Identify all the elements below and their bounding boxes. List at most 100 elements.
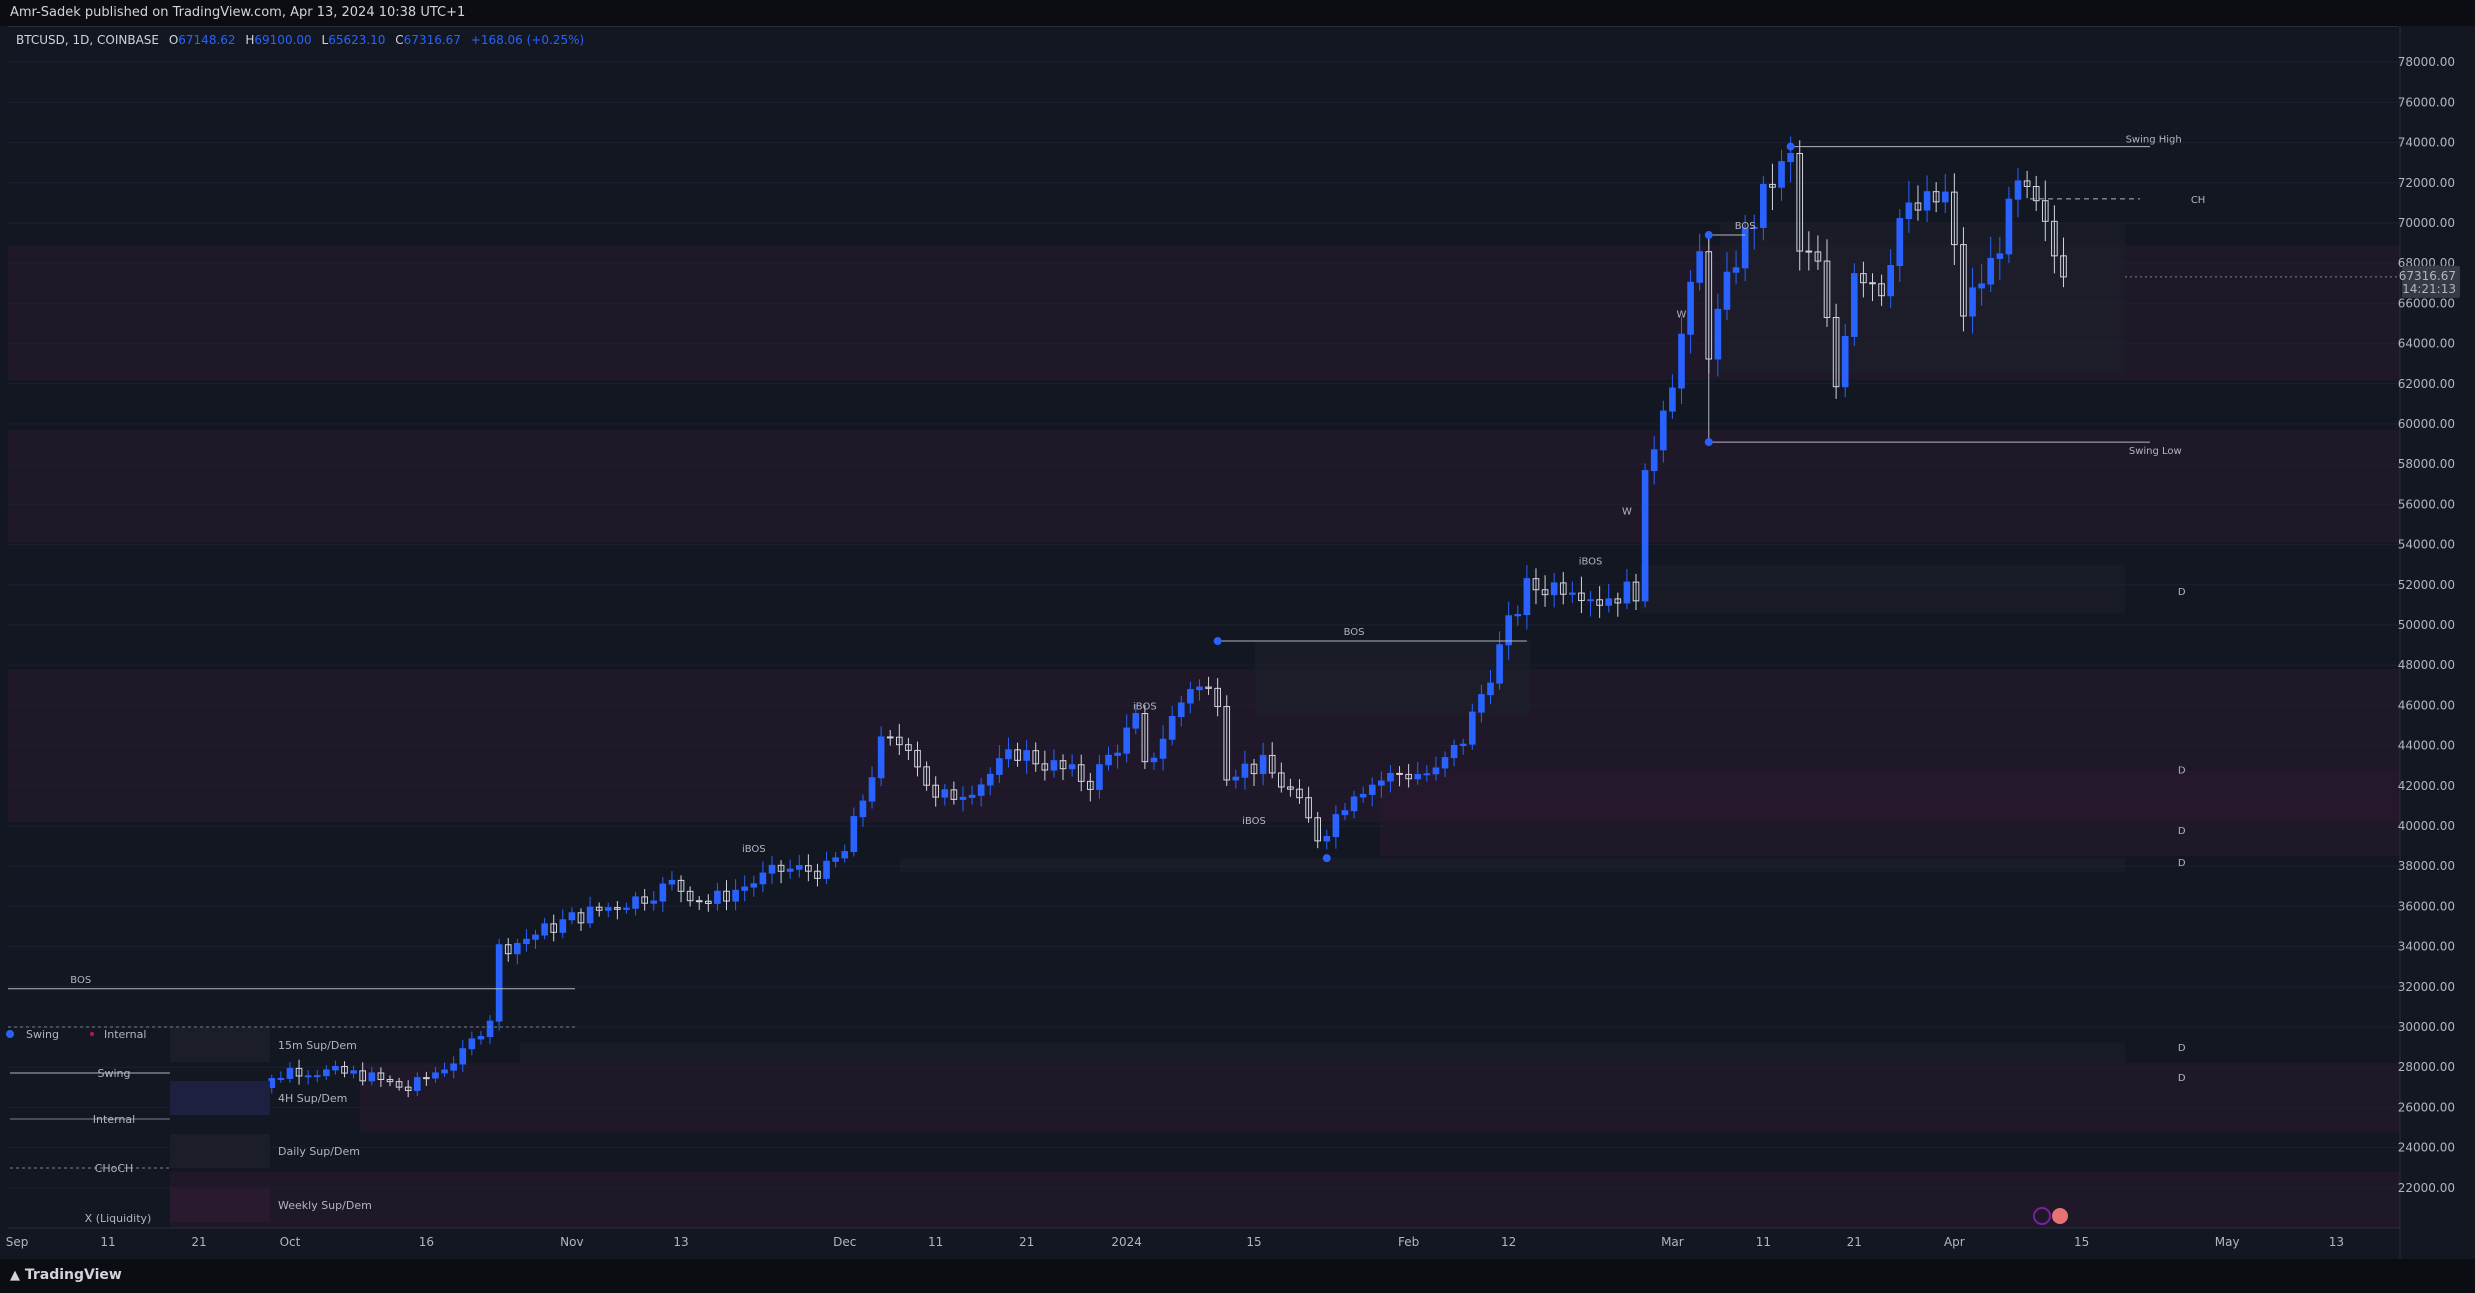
candle-body: [1059, 760, 1067, 770]
candle-body: [1914, 202, 1922, 211]
candle-body: [423, 1077, 430, 1080]
time-tick-label: 13: [2329, 1235, 2344, 1249]
candle-body: [450, 1063, 457, 1071]
candle-body: [1250, 763, 1258, 775]
candle-body: [350, 1070, 357, 1074]
candle-body: [859, 800, 867, 818]
candle-body: [1978, 283, 1985, 289]
candle-body: [1823, 260, 1831, 318]
candle-body: [368, 1072, 376, 1082]
candle-body: [1368, 784, 1376, 795]
candle-body: [1932, 191, 1940, 203]
candle-body: [468, 1038, 476, 1050]
annotation-label: iBOS: [1242, 816, 1266, 827]
candle-body: [1332, 814, 1340, 838]
annotation-label: D: [2178, 587, 2186, 598]
candle-body: [1896, 218, 1904, 267]
legend-zone-label: Weekly Sup/Dem: [278, 1199, 372, 1212]
candle-body: [2051, 220, 2058, 257]
legend-swing-line-label: Swing: [98, 1067, 131, 1080]
candle-body: [1814, 251, 1822, 262]
time-tick-label: 21: [191, 1235, 206, 1249]
candle-body: [1005, 749, 1012, 760]
candle-body: [1541, 589, 1549, 596]
price-tick-label: 36000.00: [2398, 899, 2455, 913]
candle-body: [877, 736, 885, 779]
candle-body: [1750, 226, 1758, 229]
candle-body: [377, 1072, 385, 1081]
candle-body: [1177, 702, 1185, 718]
annotation-label: CH: [2191, 195, 2206, 206]
tradingview-logo[interactable]: ▲ TradingView: [10, 1267, 122, 1283]
candle-body: [395, 1081, 403, 1088]
candle-body: [1487, 682, 1494, 696]
candle-body: [1778, 161, 1785, 188]
candle-body: [1305, 797, 1312, 819]
time-tick-label: Feb: [1398, 1235, 1419, 1249]
legend-internal-label: Internal: [104, 1028, 146, 1041]
candle-body: [723, 890, 730, 902]
zone-box: [1380, 769, 2400, 857]
annotation-label: iBOS: [742, 844, 766, 855]
candle-body: [823, 860, 830, 879]
candle-body: [1905, 202, 1913, 220]
candle-body: [777, 864, 785, 872]
event-flag-icon: [2033, 1207, 2051, 1225]
candle-body: [641, 896, 648, 904]
countdown-label: 14:21:13: [2402, 282, 2456, 296]
swing-pivot-marker: [1704, 438, 1713, 447]
candle-body: [1569, 592, 1576, 595]
candle-body: [1378, 780, 1385, 786]
candle-body: [1514, 614, 1522, 617]
candle-body: [1741, 227, 1749, 269]
price-tick-label: 48000.00: [2398, 658, 2455, 672]
price-tick-label: 58000.00: [2398, 457, 2455, 471]
price-tick-label: 34000.00: [2398, 940, 2455, 954]
candle-body: [1650, 449, 1658, 472]
candle-body: [1141, 713, 1149, 763]
candle-body: [986, 773, 994, 786]
candle-body: [623, 907, 630, 910]
candle-body: [1350, 796, 1358, 812]
symbol-line: BTCUSD, 1D, COINBASE: [16, 33, 159, 47]
last-price-tag: [2402, 265, 2460, 298]
candle-body: [959, 796, 967, 800]
zone-box: [1720, 222, 2125, 374]
candle-body: [2060, 255, 2067, 278]
legend-zone-swatch: [170, 1134, 270, 1168]
legend-internal-dot: [90, 1032, 94, 1036]
low-value: 65623.10: [328, 33, 386, 47]
time-tick-label: 15: [2074, 1235, 2089, 1249]
swing-pivot-marker: [1786, 142, 1795, 151]
legend-zone-label: 15m Sup/Dem: [278, 1039, 357, 1052]
candle-body: [1578, 592, 1585, 602]
candle-body: [768, 864, 776, 874]
candle-body: [1405, 773, 1412, 780]
candle-body: [1296, 788, 1303, 799]
candle-body: [2041, 200, 2049, 222]
annotation-label: BOS: [1344, 627, 1365, 638]
candle-body: [1887, 265, 1894, 297]
candle-body: [1632, 581, 1640, 602]
legend-zone-label: Daily Sup/Dem: [278, 1145, 360, 1158]
candle-body: [668, 879, 676, 885]
candle-body: [1869, 282, 1876, 285]
price-axis-panel: [2400, 26, 2475, 1259]
candle-body: [1769, 183, 1776, 188]
candle-body: [1396, 772, 1403, 775]
candle-body: [1023, 750, 1030, 761]
candle-body: [323, 1069, 330, 1077]
candle-body: [677, 879, 685, 892]
candle-body: [1041, 763, 1049, 771]
candle-body: [514, 943, 521, 955]
legend-zone-label: 4H Sup/Dem: [278, 1092, 347, 1105]
legend-zone-swatch: [170, 1028, 270, 1062]
candle-body: [832, 857, 839, 862]
swing-pivot-marker: [1213, 637, 1222, 646]
high-value: 69100.00: [254, 33, 312, 47]
legend-choch-label: CHoCH: [95, 1162, 134, 1175]
candle-body: [868, 777, 876, 802]
candle-body: [577, 912, 585, 924]
